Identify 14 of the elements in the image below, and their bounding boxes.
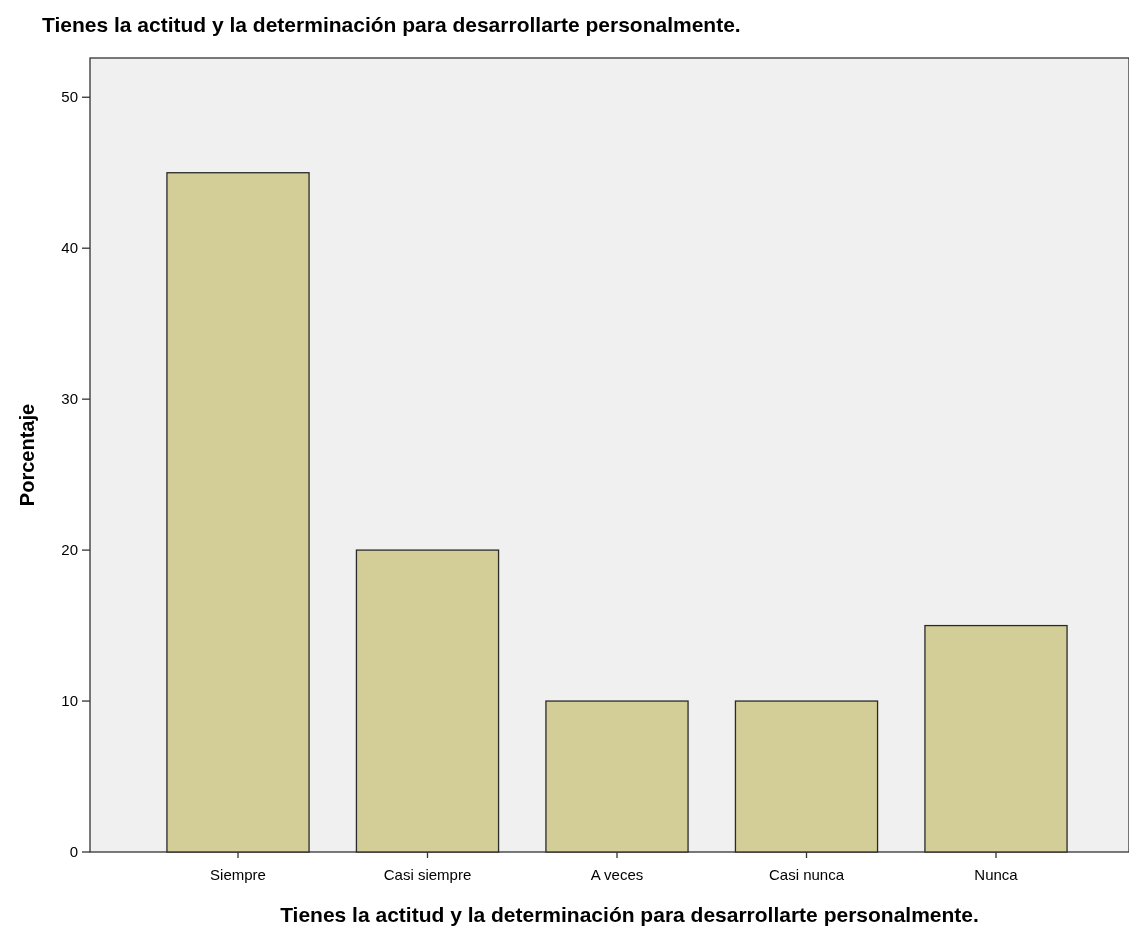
y-axis-title: Porcentaje xyxy=(16,403,38,507)
y-tick-label: 10 xyxy=(61,692,78,710)
x-tick-label: Nunca xyxy=(974,866,1019,883)
x-axis-title: Tienes la actitud y la determinación para desarrollarte personalmente. xyxy=(280,903,979,926)
y-tick-label: 0 xyxy=(69,843,78,861)
chart-title: Tienes la actitud y la determinación para desarrollarte personalmente. xyxy=(42,13,741,36)
x-tick-label: A veces xyxy=(590,866,644,883)
y-tick-label: 30 xyxy=(61,390,78,408)
x-tick-label: Siempre xyxy=(210,866,266,883)
x-tick-label: Casi siempre xyxy=(383,866,472,883)
x-tick-label: Casi nunca xyxy=(768,866,845,883)
y-tick-label: 40 xyxy=(61,239,78,257)
y-tick-label: 20 xyxy=(61,541,78,559)
y-tick-label: 50 xyxy=(61,88,78,106)
